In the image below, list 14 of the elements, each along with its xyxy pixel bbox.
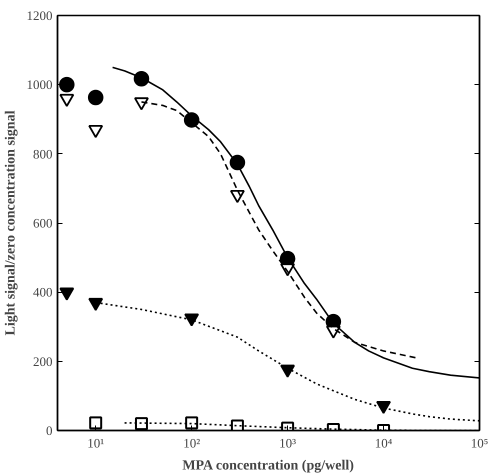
- y-tick-label: 400: [33, 284, 52, 300]
- x-tick-label: 10⁴: [374, 436, 393, 450]
- y-tick-label: 600: [33, 216, 52, 230]
- y-tick-label: 200: [33, 354, 52, 369]
- y-axis-title: Light signal/zero concentration signal: [4, 110, 18, 336]
- y-tick-label: 800: [33, 146, 52, 162]
- y-tick-label: 0: [46, 423, 52, 438]
- x-tick-label: 10⁵: [470, 436, 488, 450]
- y-tick-label: 1200: [26, 8, 52, 23]
- x-tick-label: 10³: [279, 436, 296, 450]
- y-tick-label: 1000: [26, 77, 52, 92]
- x-axis-title: MPA concentration (pg/well): [182, 458, 354, 474]
- x-tick-label: 10¹: [87, 436, 104, 450]
- x-tick-label: 10²: [183, 436, 200, 450]
